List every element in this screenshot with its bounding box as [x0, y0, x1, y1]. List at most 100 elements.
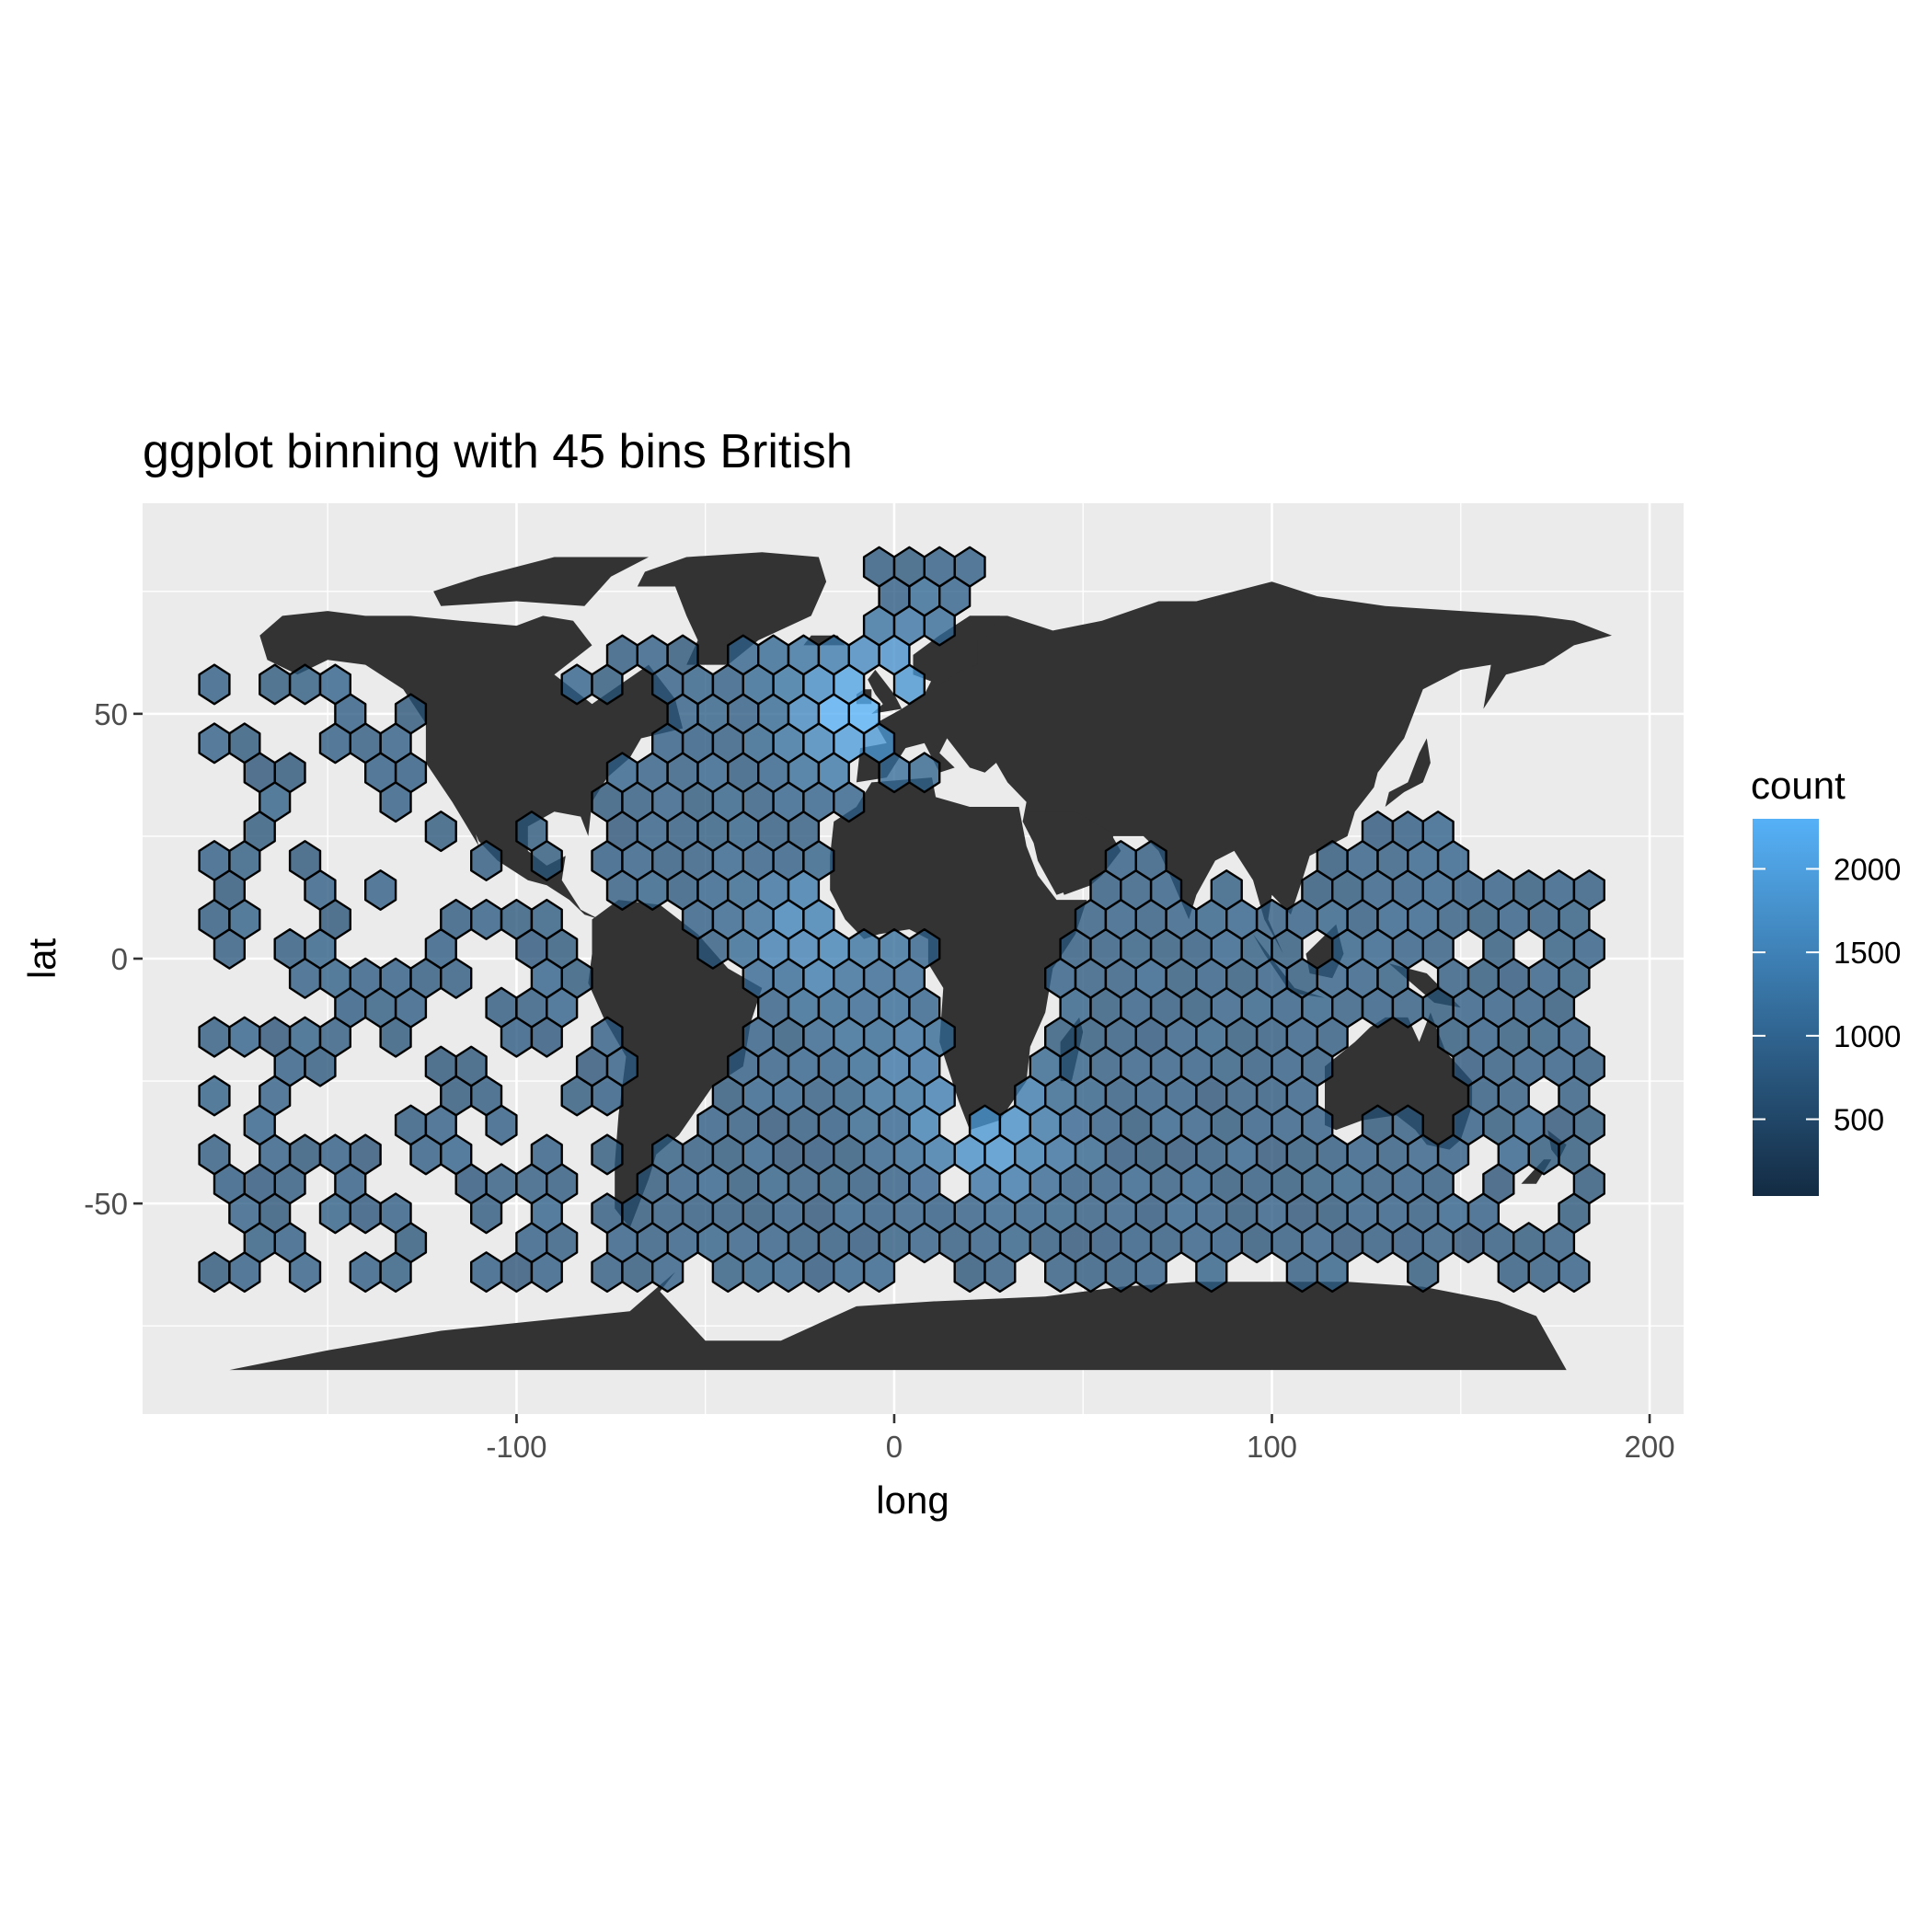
- hex-bin: [470, 840, 503, 881]
- hex-bin: [259, 1016, 292, 1058]
- hex-bin: [470, 1251, 503, 1294]
- land-africa: [830, 777, 1087, 1131]
- hex-bin: [1104, 840, 1137, 881]
- hex-bin: [908, 927, 941, 970]
- land-europe-asia: [856, 581, 1612, 954]
- hex-bin: [349, 1251, 382, 1294]
- hex-bin: [198, 722, 231, 765]
- hex-bin: [273, 752, 306, 794]
- legend-title: count: [1751, 764, 1846, 807]
- hex-bin: [530, 898, 563, 940]
- legend-colorbar: [1753, 819, 1819, 1196]
- hex-bin: [288, 1016, 322, 1058]
- hex-bin: [198, 1251, 231, 1294]
- hex-bin: [394, 1104, 428, 1146]
- hex-bin: [288, 1133, 322, 1176]
- legend-break-label: 1000: [1834, 1019, 1901, 1053]
- x-tick-label: -100: [486, 1430, 546, 1464]
- hex-bin: [485, 1163, 518, 1205]
- land-british-isles: [868, 670, 903, 714]
- hex-bin: [228, 722, 261, 765]
- hex-bin: [485, 986, 518, 1029]
- hex-bin: [636, 634, 669, 676]
- hex-bin: [666, 634, 699, 676]
- y-axis-title: lat: [20, 937, 63, 979]
- x-axis-title: long: [876, 1478, 949, 1522]
- land-greenland: [637, 552, 827, 665]
- hex-bin: [862, 546, 896, 588]
- hex-bin: [968, 1104, 1002, 1146]
- hex-bin: [364, 869, 397, 911]
- land-antarctica: [229, 1271, 1567, 1371]
- land-arctic-islands: [433, 557, 650, 606]
- hex-bin: [605, 634, 638, 676]
- hex-bin: [198, 840, 231, 881]
- hex-bin: [892, 546, 926, 588]
- plot-panel: [143, 503, 1684, 1414]
- y-tick-label: 0: [111, 942, 128, 976]
- hex-bin: [1421, 811, 1455, 853]
- hex-bin: [953, 546, 986, 588]
- hex-bin: [228, 1016, 261, 1058]
- hex-bin: [591, 1192, 624, 1235]
- hex-bin: [591, 1016, 624, 1058]
- hex-bin: [727, 634, 760, 676]
- y-tick-label: -50: [84, 1187, 128, 1221]
- land-south-america: [588, 900, 763, 1228]
- hex-bin: [847, 927, 880, 970]
- hex-bin: [440, 898, 473, 940]
- legend-break-label: 500: [1834, 1103, 1884, 1137]
- hex-bin: [1512, 1222, 1546, 1264]
- hex-bin: [424, 811, 457, 853]
- hex-bin: [288, 663, 322, 706]
- x-axis: -100 0 100 200: [486, 1414, 1675, 1464]
- x-tick-label: 200: [1625, 1430, 1675, 1464]
- hex-bin: [923, 546, 956, 588]
- hex-bin: [787, 634, 821, 676]
- hex-bin: [817, 634, 850, 676]
- hex-bin: [394, 693, 428, 735]
- hex-bin: [1255, 898, 1289, 940]
- land-arabia: [1026, 811, 1121, 895]
- hex-bin: [454, 1045, 488, 1087]
- y-tick-label: 50: [94, 697, 128, 731]
- land-scandinavia-baltic: [913, 615, 1000, 684]
- hex-bin: [908, 752, 941, 794]
- legend-break-label: 2000: [1834, 852, 1901, 886]
- hex-bin: [424, 1045, 457, 1087]
- x-tick-label: 100: [1247, 1430, 1297, 1464]
- hex-bin: [605, 752, 638, 794]
- hex-bin: [198, 1016, 231, 1058]
- hex-bin: [198, 663, 231, 706]
- hexbin-layer: [198, 546, 1605, 1294]
- legend-break-label: 1500: [1834, 936, 1901, 970]
- hex-bin: [515, 811, 548, 853]
- hex-bin: [379, 1192, 412, 1235]
- hex-bin: [379, 957, 412, 999]
- hex-bin: [288, 840, 322, 881]
- hex-bin: [1210, 869, 1243, 911]
- hex-bin: [878, 927, 911, 970]
- chart-title: ggplot binning with 45 bins British: [143, 425, 853, 478]
- hex-bin: [1391, 1104, 1424, 1146]
- hex-bin: [1391, 811, 1424, 853]
- hex-bin: [1134, 840, 1167, 881]
- hex-bin: [591, 1133, 624, 1176]
- legend-breaks: 500 1000 1500 2000: [1753, 852, 1901, 1137]
- hex-bin: [1572, 869, 1605, 911]
- land-japan: [1385, 738, 1431, 807]
- hex-bin: [651, 1133, 684, 1176]
- hex-bin: [259, 663, 292, 706]
- hex-bin: [318, 663, 351, 706]
- x-tick-label: 0: [886, 1430, 903, 1464]
- hex-bin: [470, 898, 503, 940]
- hex-bin: [198, 1075, 231, 1117]
- hex-bin: [530, 1133, 563, 1176]
- hex-bin: [349, 957, 382, 999]
- hex-bin: [757, 634, 790, 676]
- hex-bin: [1512, 869, 1546, 911]
- legend: count 500 1000 1500 2000: [1751, 764, 1901, 1196]
- hex-bin: [198, 1133, 231, 1176]
- y-axis: -50 0 50: [84, 697, 143, 1221]
